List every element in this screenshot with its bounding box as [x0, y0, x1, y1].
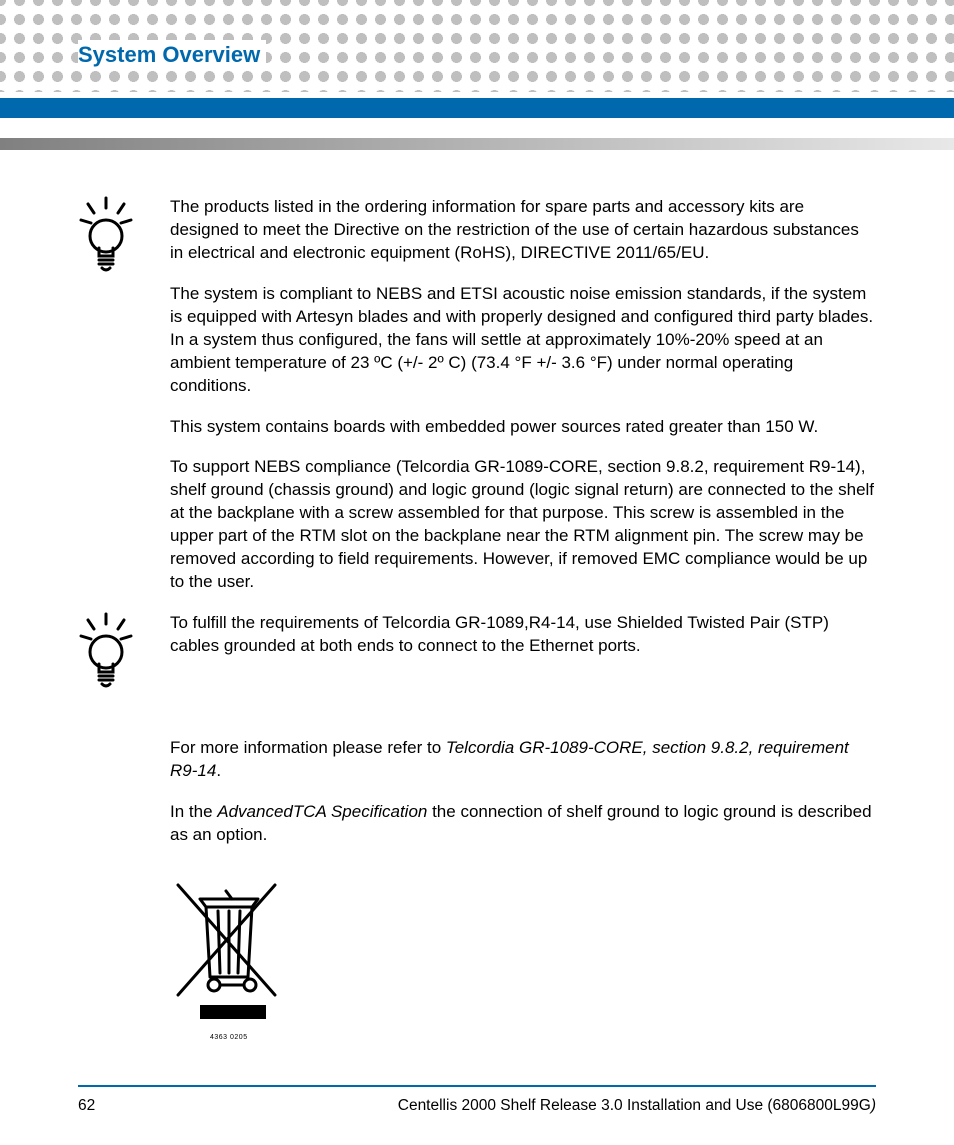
lightbulb-icon	[78, 612, 134, 692]
paragraph-nebs-acoustic: The system is compliant to NEBS and ETSI…	[170, 283, 876, 398]
page-number: 62	[78, 1097, 95, 1115]
paragraph-stp-cables: To fulfill the requirements of Telcordia…	[170, 612, 876, 658]
page-footer: 62 Centellis 2000 Shelf Release 3.0 Inst…	[78, 1097, 876, 1115]
header-blue-bar	[0, 98, 954, 118]
weee-figure-caption: 4363 0205	[210, 1034, 876, 1041]
paragraph-refer-telcordia: For more information please refer to Tel…	[170, 737, 876, 783]
weee-bin-icon	[170, 877, 290, 1027]
header-gradient-bar	[0, 138, 954, 150]
paragraph-rohs: The products listed in the ordering info…	[170, 196, 876, 265]
doc-title: Centellis 2000 Shelf Release 3.0 Install…	[398, 1097, 876, 1115]
section-title: System Overview	[78, 40, 266, 70]
paragraph-power-150w: This system contains boards with embedde…	[170, 416, 876, 439]
lightbulb-icon	[78, 196, 134, 276]
page-content: The products listed in the ordering info…	[78, 196, 876, 1041]
paragraph-atca-spec: In the AdvancedTCA Specification the con…	[170, 801, 876, 847]
footer-divider	[78, 1085, 876, 1087]
paragraph-nebs-ground: To support NEBS compliance (Telcordia GR…	[170, 456, 876, 594]
